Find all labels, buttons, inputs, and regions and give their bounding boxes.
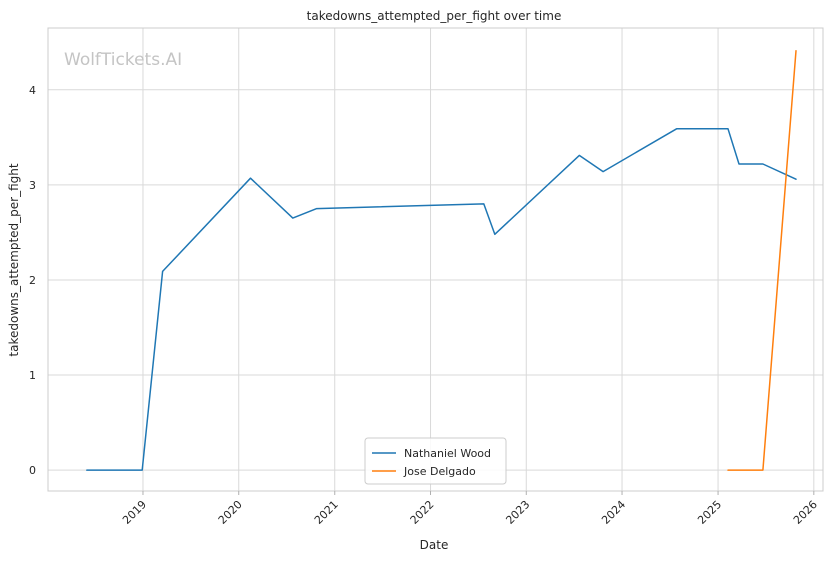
series-lines [86, 50, 797, 471]
y-axis-label: takedowns_attempted_per_fight [7, 163, 21, 356]
chart-title: takedowns_attempted_per_fight over time [307, 9, 562, 23]
legend-items: Nathaniel Wood Jose Delgado [372, 447, 491, 478]
y-tick-label: 2 [29, 274, 36, 287]
legend-label: Nathaniel Wood [404, 447, 491, 460]
y-tick-label: 4 [29, 84, 36, 97]
y-tick-label: 1 [29, 369, 36, 382]
legend-label: Jose Delgado [403, 465, 476, 478]
grid [48, 28, 823, 491]
legend-box [364, 437, 507, 485]
y-tick-label: 0 [29, 464, 36, 477]
y-tick-label: 3 [29, 179, 36, 192]
x-axis-label: Date [420, 538, 449, 552]
watermark-text: WolfTickets.AI [64, 50, 182, 70]
series-line [86, 128, 797, 471]
y-axis-ticks: 0 1 2 3 4 [29, 84, 36, 477]
plot-area-frame [47, 27, 824, 492]
legend: Nathaniel Wood Jose Delgado [364, 437, 507, 485]
series-line [727, 50, 797, 471]
